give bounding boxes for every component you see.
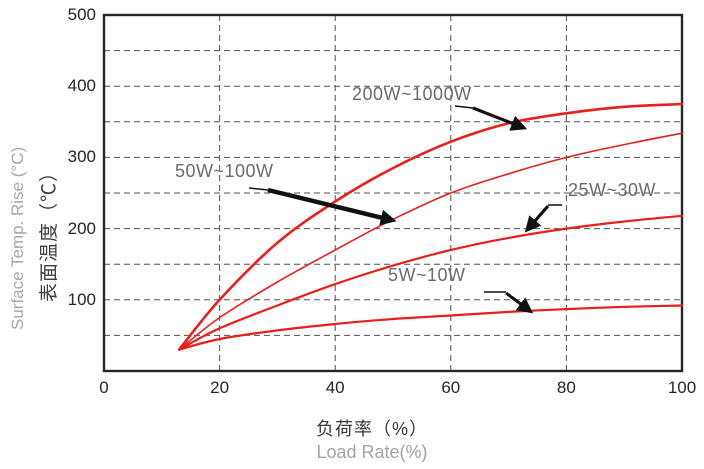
- x-axis-title-english: Load Rate(%): [316, 442, 428, 462]
- series-label-25w-30w: 25W~30W: [568, 180, 657, 200]
- series-label-50w-100w: 50W~100W: [175, 161, 274, 181]
- x-tick-80: 80: [556, 378, 576, 397]
- annotation-arrow-200w-1000w: [472, 106, 528, 131]
- x-tick-100: 100: [667, 378, 697, 397]
- series-label-5w-10w: 5W~10W: [388, 265, 466, 285]
- curve-200w-1000w: [177, 102, 684, 351]
- y-tick-200: 200: [67, 218, 96, 238]
- y-tick-400: 400: [67, 76, 96, 96]
- annotation-arrow-5w-10w: [505, 291, 534, 314]
- curve-50w-100w: [178, 132, 683, 351]
- annotation-lead-50w-100w: [248, 187, 269, 191]
- x-tick-60: 60: [441, 378, 461, 397]
- series-label-200w-1000w: 200W~1000W: [352, 84, 472, 104]
- y-tick-300: 300: [67, 147, 96, 167]
- x-tick-0: 0: [99, 378, 109, 397]
- y-axis-title-english: Surface Temp. Rise (°C): [8, 146, 27, 330]
- x-tick-40: 40: [325, 378, 345, 397]
- annotation-lead-200w-1000w: [454, 105, 474, 109]
- annotation-arrow-50w-100w: [267, 187, 397, 226]
- x-axis-title-chinese: 负荷率（%）: [315, 419, 428, 439]
- y-tick-100: 100: [67, 289, 96, 309]
- curve-25w-30w: [178, 214, 684, 351]
- y-tick-500: 500: [67, 5, 96, 24]
- plot-frame: [102, 13, 684, 373]
- annotation-arrow-25w-30w: [524, 204, 550, 233]
- x-tick-20: 20: [210, 378, 230, 397]
- curve-5w-10w: [178, 304, 684, 351]
